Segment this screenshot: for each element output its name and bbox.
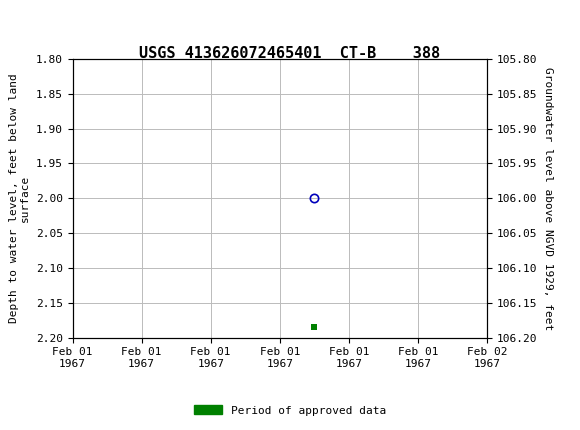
Y-axis label: Depth to water level, feet below land
surface: Depth to water level, feet below land su… xyxy=(9,74,30,323)
Text: USGS 413626072465401  CT-B    388: USGS 413626072465401 CT-B 388 xyxy=(139,46,441,61)
Text: ≋: ≋ xyxy=(3,6,28,34)
Text: USGS: USGS xyxy=(38,10,91,30)
Legend: Period of approved data: Period of approved data xyxy=(190,401,390,420)
Y-axis label: Groundwater level above NGVD 1929, feet: Groundwater level above NGVD 1929, feet xyxy=(543,67,553,330)
